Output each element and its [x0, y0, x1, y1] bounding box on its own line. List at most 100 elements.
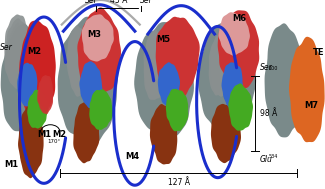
Polygon shape: [7, 23, 29, 80]
Polygon shape: [11, 34, 25, 74]
Polygon shape: [96, 101, 106, 118]
Polygon shape: [236, 99, 245, 117]
Polygon shape: [79, 61, 102, 108]
Text: M1: M1: [37, 130, 51, 139]
Polygon shape: [33, 101, 42, 117]
Text: M7: M7: [304, 101, 318, 110]
Text: Glu: Glu: [260, 155, 273, 164]
Text: Ser: Ser: [84, 0, 98, 5]
Text: 45 Å: 45 Å: [110, 0, 127, 5]
Polygon shape: [169, 96, 185, 122]
Polygon shape: [225, 25, 253, 72]
Polygon shape: [167, 91, 187, 129]
Polygon shape: [58, 17, 118, 144]
Polygon shape: [218, 12, 250, 56]
Polygon shape: [209, 34, 230, 97]
Polygon shape: [206, 33, 248, 125]
Polygon shape: [224, 20, 255, 80]
Polygon shape: [228, 83, 253, 131]
Polygon shape: [84, 21, 110, 56]
Polygon shape: [91, 92, 111, 129]
Polygon shape: [211, 42, 227, 91]
Polygon shape: [161, 24, 193, 89]
Polygon shape: [29, 92, 46, 126]
Polygon shape: [162, 70, 176, 99]
Polygon shape: [79, 17, 120, 88]
Polygon shape: [150, 104, 177, 164]
Polygon shape: [30, 50, 45, 89]
Polygon shape: [42, 87, 49, 102]
Polygon shape: [12, 38, 23, 68]
Polygon shape: [228, 31, 251, 69]
Polygon shape: [93, 96, 108, 124]
Polygon shape: [215, 54, 240, 101]
Polygon shape: [168, 94, 186, 126]
Polygon shape: [166, 89, 188, 131]
Polygon shape: [212, 47, 243, 107]
Polygon shape: [198, 19, 256, 140]
Polygon shape: [88, 31, 111, 74]
Polygon shape: [24, 124, 37, 160]
Polygon shape: [274, 53, 295, 112]
Polygon shape: [289, 37, 325, 142]
Polygon shape: [134, 22, 194, 138]
Polygon shape: [153, 112, 175, 157]
Polygon shape: [222, 18, 246, 50]
Polygon shape: [25, 40, 50, 101]
Polygon shape: [232, 92, 248, 123]
Polygon shape: [66, 43, 108, 120]
Polygon shape: [138, 30, 191, 132]
Polygon shape: [294, 50, 321, 130]
Polygon shape: [8, 44, 37, 115]
Polygon shape: [295, 57, 319, 122]
Text: 98 Å: 98 Å: [260, 109, 277, 118]
Polygon shape: [141, 38, 186, 125]
Polygon shape: [3, 34, 44, 126]
Polygon shape: [25, 129, 36, 156]
Polygon shape: [227, 73, 238, 97]
Polygon shape: [168, 40, 186, 74]
Polygon shape: [21, 70, 34, 99]
Polygon shape: [89, 26, 107, 49]
Polygon shape: [14, 58, 32, 101]
Polygon shape: [73, 47, 83, 75]
Polygon shape: [66, 26, 89, 97]
Polygon shape: [144, 35, 165, 95]
Text: M5: M5: [156, 35, 170, 44]
Polygon shape: [95, 99, 107, 120]
Polygon shape: [91, 29, 104, 47]
Polygon shape: [214, 109, 237, 155]
Polygon shape: [19, 20, 56, 118]
Polygon shape: [81, 120, 91, 144]
Text: Ser: Ser: [140, 0, 153, 5]
Polygon shape: [159, 65, 178, 105]
Polygon shape: [230, 34, 248, 64]
Polygon shape: [78, 112, 94, 152]
Polygon shape: [226, 70, 240, 101]
Polygon shape: [291, 46, 324, 136]
Polygon shape: [79, 117, 93, 148]
Polygon shape: [218, 10, 259, 88]
Polygon shape: [158, 62, 180, 108]
Text: M1: M1: [4, 160, 18, 169]
Text: TE: TE: [313, 48, 325, 57]
Polygon shape: [20, 68, 35, 103]
Polygon shape: [220, 120, 232, 144]
Text: M2: M2: [52, 130, 66, 139]
Polygon shape: [269, 38, 300, 124]
Polygon shape: [300, 69, 315, 111]
Polygon shape: [22, 121, 40, 163]
Polygon shape: [212, 105, 239, 158]
Polygon shape: [234, 96, 247, 119]
Polygon shape: [164, 76, 173, 94]
Polygon shape: [211, 104, 241, 163]
Polygon shape: [85, 73, 97, 97]
Polygon shape: [216, 114, 235, 151]
Text: 170°: 170°: [47, 139, 60, 144]
Polygon shape: [220, 15, 247, 53]
Polygon shape: [222, 62, 243, 110]
Polygon shape: [87, 23, 108, 53]
Polygon shape: [226, 23, 242, 45]
Polygon shape: [149, 49, 178, 113]
Polygon shape: [171, 99, 183, 120]
